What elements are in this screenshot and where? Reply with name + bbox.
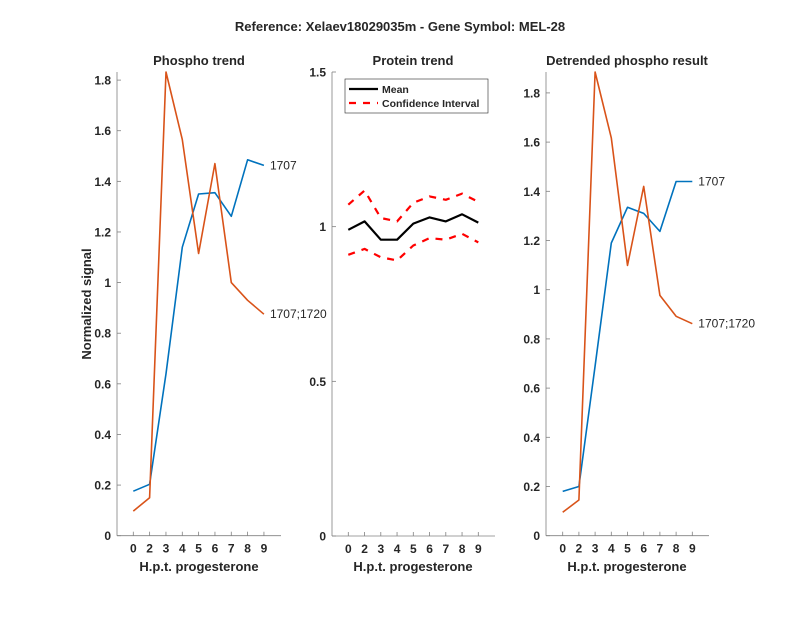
x-axis-label: H.p.t. progesterone (353, 559, 472, 574)
x-tick-label: 4 (179, 542, 186, 556)
axes: 00.20.40.60.811.21.41.61.80 2 3 4 5 6 7 8 9 (523, 72, 709, 556)
x-tick-label: 5 (195, 542, 202, 556)
series-line-mean (347, 213, 479, 241)
y-tick-label: 1.5 (309, 66, 326, 80)
axes: 00.511.50 2 3 4 5 6 7 8 9 (309, 66, 495, 556)
x-tick-label: 3 (163, 542, 170, 556)
legend: Mean Confidence Interval (344, 78, 489, 114)
panel-phospho-trend: Phospho trend Normalized signal H.p.t. p… (79, 53, 327, 574)
series-end-label: 1707;1720 (698, 317, 755, 331)
y-tick-label: 0.2 (523, 480, 540, 494)
plot-lines: 1707 1707;1720 (562, 71, 755, 513)
x-axis-label: H.p.t. progesterone (139, 559, 258, 574)
x-tick-label: 4 (608, 542, 615, 556)
panel-protein-trend: Protein trend H.p.t. progesterone 0 0.5 1 1… (309, 53, 495, 574)
y-tick-label: 1.2 (523, 234, 540, 248)
series-line-1707-1720 (132, 71, 265, 512)
x-tick-label: 6 (640, 542, 647, 556)
panel-title: Detrended phospho result (546, 53, 708, 68)
y-tick-label: 1.4 (94, 175, 111, 189)
y-tick-label: 1 (533, 283, 540, 297)
x-tick-label: 0 (130, 542, 137, 556)
y-tick-label: 0 (533, 529, 540, 543)
series-line-1707 (562, 180, 693, 493)
x-tick-label: 3 (592, 542, 599, 556)
legend-label-mean: Mean (382, 84, 409, 96)
axes: 00.20.40.60.811.21.41.61.80 2 3 4 5 6 7 8 9 (94, 72, 281, 556)
y-tick-label: 0.8 (523, 332, 540, 346)
x-tick-label: 3 (377, 542, 384, 556)
y-tick-label: 0.2 (94, 479, 111, 493)
x-tick-label: 0 (559, 542, 566, 556)
series-line-1707 (132, 159, 265, 492)
x-tick-label: 8 (459, 542, 466, 556)
x-tick-label: 9 (475, 542, 482, 556)
y-tick-label: 1.6 (94, 124, 111, 138)
y-tick-label: 1.8 (94, 74, 111, 88)
x-tick-label: 7 (228, 542, 235, 556)
y-tick-label: 1.2 (94, 225, 111, 239)
y-tick-label: 1.4 (523, 185, 540, 199)
panel-title: Phospho trend (153, 53, 245, 68)
y-tick-label: 0 (104, 529, 111, 543)
y-tick-label: 1 (319, 220, 326, 234)
x-tick-label: 4 (394, 542, 401, 556)
x-tick-label: 5 (624, 542, 631, 556)
x-tick-label: 8 (673, 542, 680, 556)
x-tick-label: 5 (410, 542, 417, 556)
y-tick-label: 0.6 (94, 377, 111, 391)
y-tick-label: 1 (104, 276, 111, 290)
x-tick-label: 6 (212, 542, 219, 556)
panel-detrended-phospho: Detrended phospho result H.p.t. progeste… (523, 53, 755, 574)
series-line-1707-1720 (562, 71, 693, 513)
y-tick-label: 0 (319, 530, 326, 544)
x-tick-label: 9 (689, 542, 696, 556)
y-axis-label: Normalized signal (79, 248, 94, 359)
y-tick-label: 1.6 (523, 136, 540, 150)
y-tick-label: 0.6 (523, 382, 540, 396)
y-tick-label: 1.8 (523, 86, 540, 100)
x-tick-label: 7 (657, 542, 664, 556)
series-end-label: 1707 (698, 174, 725, 188)
series-line-confidence-interval-lower (347, 232, 479, 262)
x-tick-label: 7 (442, 542, 449, 556)
x-tick-label: 2 (146, 542, 153, 556)
plot-lines (347, 189, 479, 262)
series-end-label: 1707;1720 (270, 307, 327, 321)
x-axis-label: H.p.t. progesterone (567, 559, 686, 574)
series-end-label: 1707 (270, 158, 297, 172)
y-tick-label: 0.4 (94, 428, 111, 442)
legend-box (344, 78, 489, 114)
x-tick-label: 0 (345, 542, 352, 556)
x-tick-label: 6 (426, 542, 433, 556)
legend-label-ci: Confidence Interval (382, 98, 480, 110)
y-tick-label: 0.4 (523, 431, 540, 445)
x-tick-label: 2 (361, 542, 368, 556)
x-tick-label: 9 (261, 542, 268, 556)
x-tick-label: 8 (244, 542, 251, 556)
panel-title: Protein trend (373, 53, 454, 68)
x-tick-label: 2 (576, 542, 583, 556)
series-line-confidence-interval-upper (347, 189, 479, 223)
figure-title: Reference: Xelaev18029035m - Gene Symbol… (235, 19, 565, 34)
plot-lines: 1707 1707;1720 (132, 71, 327, 512)
y-tick-label: 0.5 (309, 375, 326, 389)
y-tick-label: 0.8 (94, 327, 111, 341)
